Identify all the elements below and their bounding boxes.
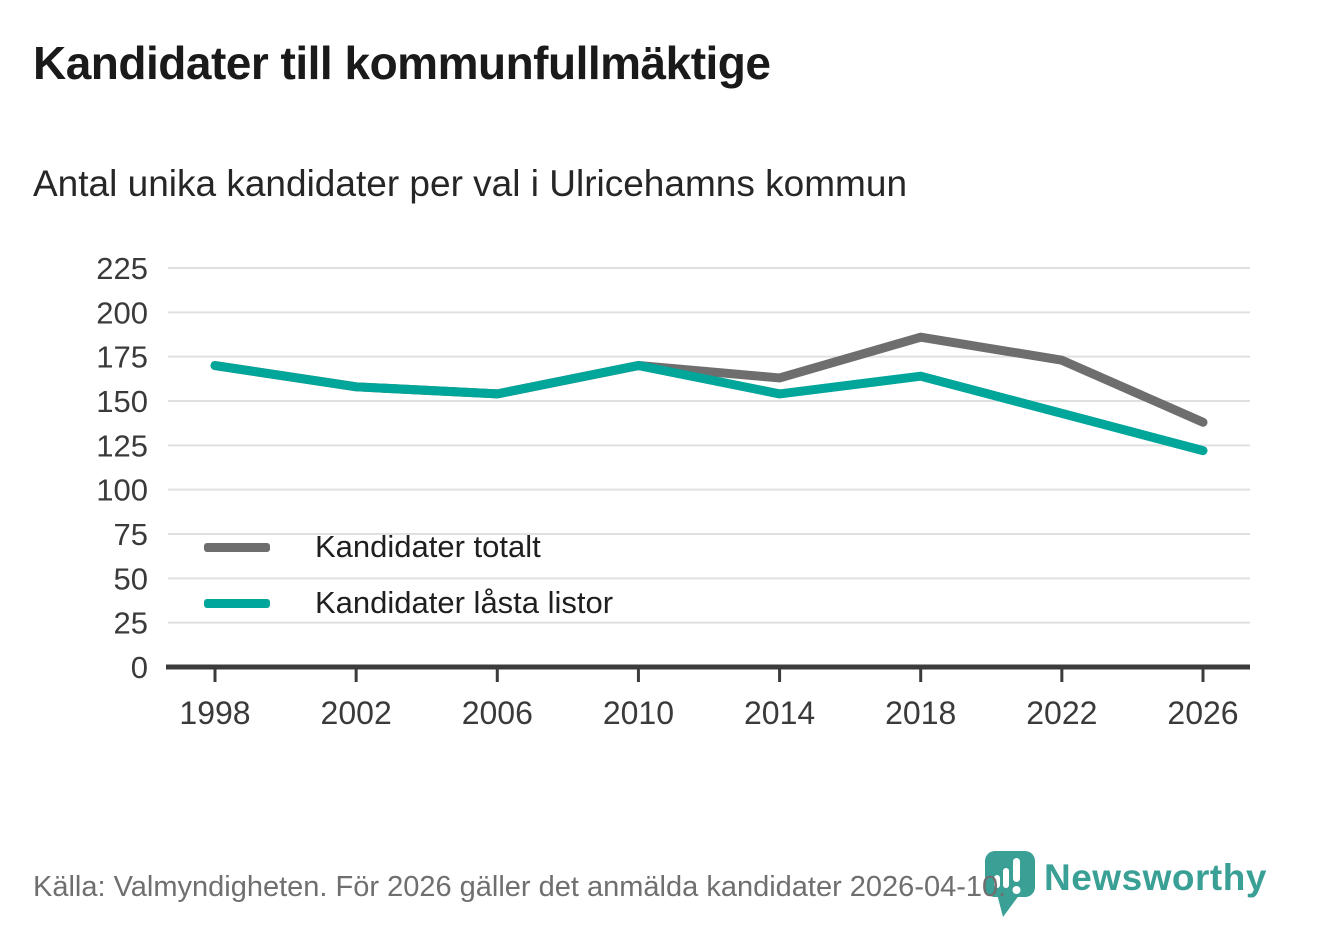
x-tick-label: 2022: [1026, 695, 1097, 731]
legend-label-total: Kandidater totalt: [315, 529, 541, 564]
y-tick-label: 100: [96, 473, 148, 508]
newsworthy-wordmark: Newsworthy: [1044, 857, 1267, 898]
y-tick-label: 0: [131, 650, 148, 685]
legend-swatch-locked-lists-icon: [204, 598, 270, 608]
newsworthy-chart-bubble-icon: [985, 851, 1035, 917]
y-tick-label: 175: [96, 340, 148, 375]
y-tick-label: 200: [96, 295, 148, 330]
x-tick-label: 2006: [462, 695, 533, 731]
y-tick-label: 75: [114, 517, 148, 552]
y-tick-label: 50: [114, 561, 148, 596]
page-subtitle: Antal unika kandidater per val i Ulriceh…: [33, 163, 908, 204]
x-tick-label: 1998: [179, 695, 250, 731]
x-tick-label: 2018: [885, 695, 956, 731]
y-tick-label: 125: [96, 428, 148, 463]
line-chart: 0 25 50 75 100 125 150 175 200 225 1998 2002 2006 201…: [96, 251, 1250, 731]
source-note: Källa: Valmyndigheten. För 2026 gäller d…: [33, 871, 1007, 903]
page-title: Kandidater till kommunfullmäktige: [33, 37, 771, 89]
legend-item-total: Kandidater totalt: [204, 528, 613, 566]
y-tick-label: 225: [96, 251, 148, 286]
legend-item-locked-lists: Kandidater låsta listor: [204, 584, 613, 622]
x-tick-label: 2002: [321, 695, 392, 731]
legend-label-locked-lists: Kandidater låsta listor: [315, 585, 614, 620]
chart-legend: Kandidater totalt Kandidater låsta listo…: [204, 528, 613, 622]
series-line-1: [210, 361, 1208, 456]
y-tick-label: 25: [114, 606, 148, 641]
y-tick-label: 150: [96, 384, 148, 419]
x-tick-label: 2014: [744, 695, 815, 731]
legend-swatch-total-icon: [204, 542, 270, 552]
x-tick-label: 2026: [1167, 695, 1238, 731]
x-tick-label: 2010: [603, 695, 674, 731]
